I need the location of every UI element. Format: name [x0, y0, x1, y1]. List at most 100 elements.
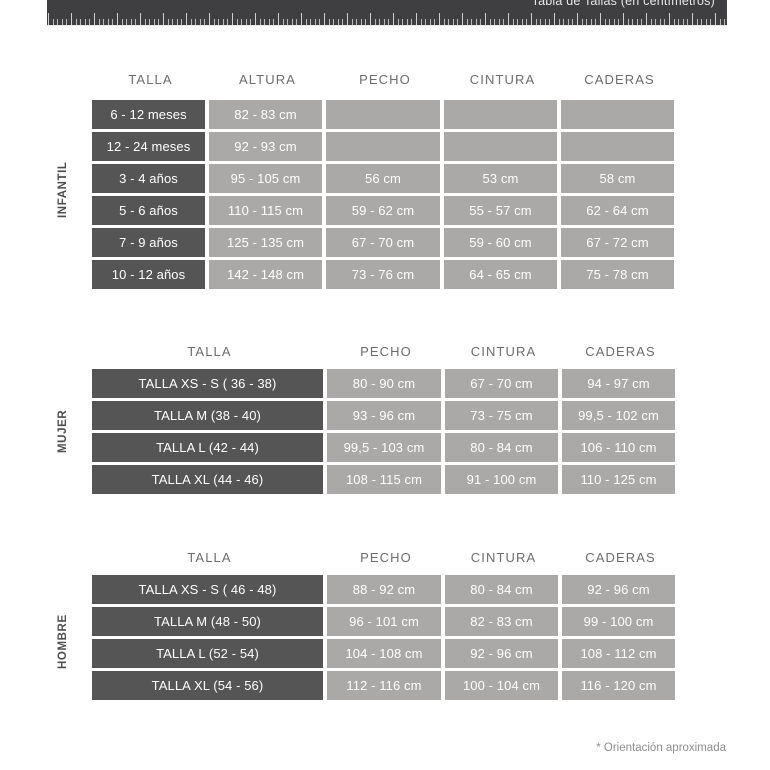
ruler-tick: [324, 13, 325, 26]
ruler-tick: [512, 19, 514, 26]
ruler-tick: [489, 19, 491, 26]
ruler-tick: [222, 19, 224, 26]
size-cell: 12 - 24 meses: [92, 132, 205, 161]
measurement-cell-cintura: 64 - 65 cm: [444, 260, 557, 289]
ruler-tick: [452, 19, 454, 26]
ruler-tick: [356, 19, 358, 26]
size-cell: 6 - 12 meses: [92, 100, 205, 129]
measurement-cell-cintura: 80 - 84 cm: [445, 433, 558, 462]
measurement-cell-altura: 142 - 148 cm: [209, 260, 322, 289]
table-row: TALLA XL (54 - 56) 112 - 116 cm 100 - 104 …: [92, 671, 675, 700]
ruler-tick: [130, 19, 132, 26]
ruler-tick: [581, 19, 583, 26]
measurement-cell-cintura: 92 - 96 cm: [445, 639, 558, 668]
size-cell: 3 - 4 años: [92, 164, 205, 193]
measurement-cell-pecho: 93 - 96 cm: [327, 401, 441, 430]
ruler-tick: [673, 19, 675, 26]
measurement-cell-altura: 92 - 93 cm: [209, 132, 322, 161]
ruler-tick: [526, 19, 528, 26]
ruler-tick: [508, 13, 509, 26]
ruler-tick: [351, 19, 353, 26]
table-body: 6 - 12 meses 82 - 83 cm 12 - 24 meses 92 - …: [92, 100, 674, 289]
measurement-cell-caderas: 58 cm: [561, 164, 674, 193]
measurement-cell-cintura: 100 - 104 cm: [445, 671, 558, 700]
ruler-tick: [655, 19, 657, 26]
column-header-talla: TALLA: [187, 549, 232, 565]
ruler-tick: [466, 19, 468, 26]
column-header-cintura: CINTURA: [470, 343, 537, 359]
ruler-tick: [439, 13, 440, 26]
ruler-tick: [471, 19, 473, 26]
ruler-tick: [232, 13, 233, 26]
table-body: TALLA XS - S ( 46 - 48) 88 - 92 cm 80 - 84…: [92, 575, 675, 700]
ruler-tick: [480, 19, 482, 26]
ruler-tick: [107, 19, 109, 26]
table-row: TALLA M (48 - 50) 96 - 101 cm 82 - 83 cm 99…: [92, 607, 675, 636]
ruler-tick: [301, 13, 302, 26]
ruler-tick: [310, 19, 312, 26]
ruler-tick: [577, 13, 578, 26]
measurement-cell-caderas: 99 - 100 cm: [562, 607, 675, 636]
ruler-tick: [715, 13, 716, 26]
ruler-tick: [250, 19, 252, 26]
ruler-tick: [590, 19, 592, 26]
ruler-tick: [434, 19, 436, 26]
ruler-tick: [273, 19, 275, 26]
ruler-tick: [521, 19, 523, 26]
category-label-infantil: INFANTIL: [57, 161, 69, 219]
ruler-tick: [397, 19, 399, 26]
ruler-tick: [664, 19, 666, 26]
ruler-tick: [443, 19, 445, 26]
ruler-tick: [618, 19, 620, 26]
column-header-caderas: CADERAS: [585, 549, 656, 565]
ruler-tick: [485, 13, 486, 26]
ruler-tick: [623, 13, 624, 26]
ruler-tick: [374, 19, 376, 26]
table-body: TALLA XS - S ( 36 - 38) 80 - 90 cm 67 - 70…: [92, 369, 675, 494]
ruler-tick: [388, 19, 390, 26]
ruler-tick: [613, 19, 615, 26]
size-cell: 5 - 6 años: [92, 196, 205, 225]
ruler-tick: [360, 19, 362, 26]
ruler-tick: [650, 19, 652, 26]
table-row: 6 - 12 meses 82 - 83 cm: [92, 100, 674, 129]
measurement-cell-cintura: 67 - 70 cm: [445, 369, 558, 398]
ruler-tick: [144, 19, 146, 26]
ruler-tick: [126, 19, 128, 26]
ruler-tick: [678, 19, 680, 26]
ruler-tick: [609, 19, 611, 26]
measurement-cell-caderas: 99,5 - 102 cm: [562, 401, 675, 430]
measurement-cell-pecho: 59 - 62 cm: [326, 196, 440, 225]
ruler-tick: [291, 19, 293, 26]
ruler-tick: [328, 19, 330, 26]
ruler-tick: [245, 19, 247, 26]
size-cell: 10 - 12 años: [92, 260, 205, 289]
ruler-tick: [167, 19, 169, 26]
ruler-tick: [457, 19, 459, 26]
ruler-tick: [600, 13, 601, 26]
ruler-tick: [287, 19, 289, 26]
ruler-tick: [121, 19, 123, 26]
size-cell: TALLA XS - S ( 46 - 48): [92, 575, 323, 604]
ruler-tick: [199, 19, 201, 26]
ruler-tick: [305, 19, 307, 26]
ruler-tick: [337, 19, 339, 26]
ruler-tick: [186, 13, 187, 26]
measurement-cell-pecho: 104 - 108 cm: [327, 639, 441, 668]
ruler-tick: [554, 13, 555, 26]
ruler-tick: [149, 19, 151, 26]
ruler-tick: [604, 19, 606, 26]
ruler-tick: [259, 19, 261, 26]
column-header-pecho: PECHO: [360, 549, 412, 565]
measurement-cell-caderas: 94 - 97 cm: [562, 369, 675, 398]
ruler-tick: [429, 19, 431, 26]
ruler-tick: [140, 13, 141, 26]
measurement-cell-caderas: 92 - 96 cm: [562, 575, 675, 604]
table-row: 3 - 4 años 95 - 105 cm 56 cm 53 cm 58 cm: [92, 164, 674, 193]
ruler-tick: [176, 19, 178, 26]
ruler-tick: [498, 19, 500, 26]
ruler-tick: [669, 13, 670, 26]
empty-cell: [444, 100, 557, 129]
measurement-cell-caderas: 110 - 125 cm: [562, 465, 675, 494]
measurement-cell-cintura: 73 - 75 cm: [445, 401, 558, 430]
